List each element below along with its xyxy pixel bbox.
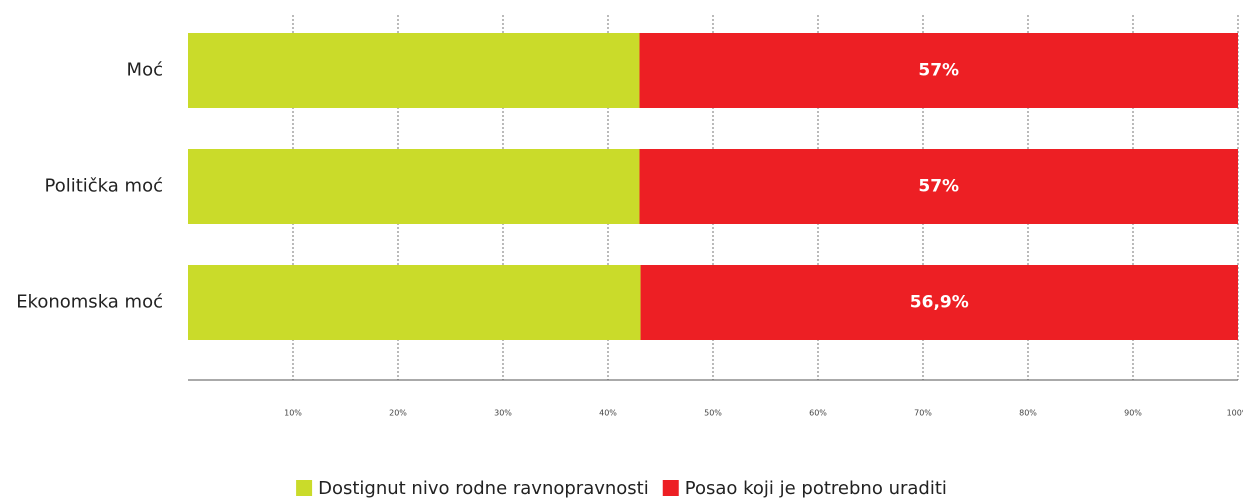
category-label: Politička moć: [45, 176, 164, 197]
category-label: Ekonomska moć: [16, 292, 163, 313]
x-tick-label: 30%: [494, 409, 512, 418]
x-tick-label: 10%: [284, 409, 302, 418]
value-label: 56,9%: [910, 293, 969, 313]
legend-swatch: [296, 480, 313, 496]
x-tick-label: 50%: [704, 409, 722, 418]
legend-swatch: [662, 480, 679, 496]
legend-label: Posao koji je potrebno uraditi: [685, 478, 947, 499]
x-tick-label: 40%: [599, 409, 617, 418]
bar-segment: [188, 33, 640, 108]
x-tick-label: 70%: [914, 409, 932, 418]
x-tick-label: 60%: [809, 409, 827, 418]
legend-label: Dostignut nivo rodne ravnopravnosti: [318, 478, 649, 499]
x-tick-label: 90%: [1124, 409, 1142, 418]
bar-segment: [639, 33, 1238, 108]
x-tick-label: 100%: [1227, 409, 1243, 418]
value-label: 57%: [918, 61, 959, 81]
bar-segment: [639, 149, 1238, 224]
x-tick-label: 20%: [389, 409, 407, 418]
bar-segment: [188, 265, 641, 340]
value-label: 57%: [918, 177, 959, 197]
bar-segment: [640, 265, 1238, 340]
legend: Dostignut nivo rodne ravnopravnosti Posao…: [296, 478, 947, 499]
category-label: Moć: [127, 60, 163, 81]
x-tick-label: 80%: [1019, 409, 1037, 418]
bar-segment: [188, 149, 640, 224]
